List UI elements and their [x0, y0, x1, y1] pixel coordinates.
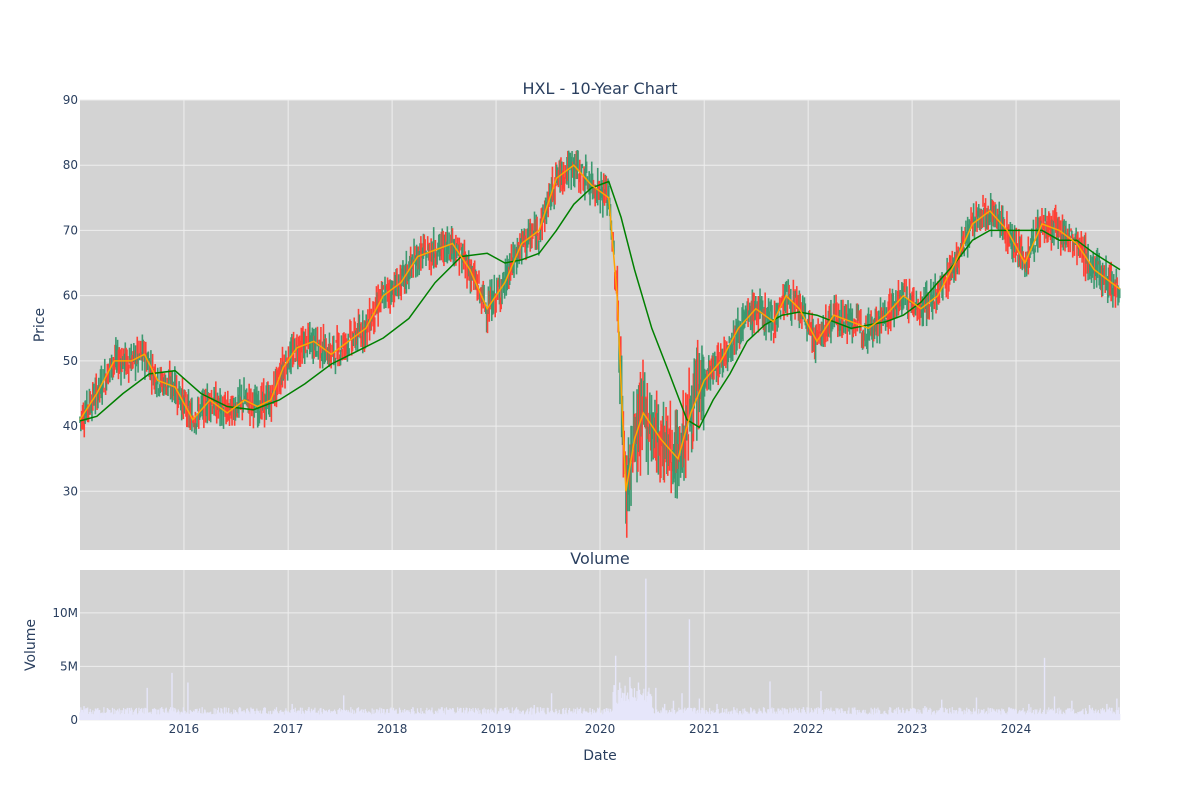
- date-x-tick-label: 2022: [793, 722, 824, 736]
- volume-chart-title: Volume: [570, 549, 630, 568]
- price-axis-title: Price: [32, 308, 48, 342]
- moving-average-long-line: [79, 180, 1121, 429]
- date-x-tick-label: 2024: [1001, 722, 1032, 736]
- price-y-tick-label: 80: [63, 158, 78, 172]
- date-x-tick-label: 2023: [897, 722, 928, 736]
- price-chart-title: HXL - 10-Year Chart: [522, 79, 677, 98]
- price-y-tick-label: 70: [63, 223, 78, 237]
- volume-y-tick-label: 0: [70, 713, 78, 727]
- date-x-tick-label: 2017: [273, 722, 304, 736]
- date-axis-title: Date: [583, 748, 616, 764]
- volume-y-tick-label: 10M: [52, 606, 78, 620]
- price-gridlines: [80, 99, 1120, 550]
- moving-average-short-line: [79, 164, 1121, 492]
- date-x-tick-label: 2018: [377, 722, 408, 736]
- volume-y-tick-label: 5M: [60, 659, 78, 673]
- volume-axis-title: Volume: [23, 619, 39, 671]
- price-y-tick-label: 30: [63, 484, 78, 498]
- price-y-tick-label: 40: [63, 419, 78, 433]
- date-x-tick-label: 2021: [689, 722, 720, 736]
- date-x-tick-label: 2019: [481, 722, 512, 736]
- price-y-tick-label: 90: [63, 93, 78, 107]
- price-y-tick-label: 60: [63, 289, 78, 303]
- date-x-tick-label: 2016: [169, 722, 200, 736]
- volume-y-ticks: 0 5M 10M: [52, 606, 78, 727]
- price-y-ticks: 30 40 50 60 70 80 90: [63, 93, 78, 498]
- price-y-tick-label: 50: [63, 354, 78, 368]
- volume-x-ticks: 2016 2017 2018 2019 2020 2021 2022 2023 2024: [169, 722, 1032, 736]
- volume-bars: [79, 578, 1121, 720]
- date-x-tick-label: 2020: [585, 722, 616, 736]
